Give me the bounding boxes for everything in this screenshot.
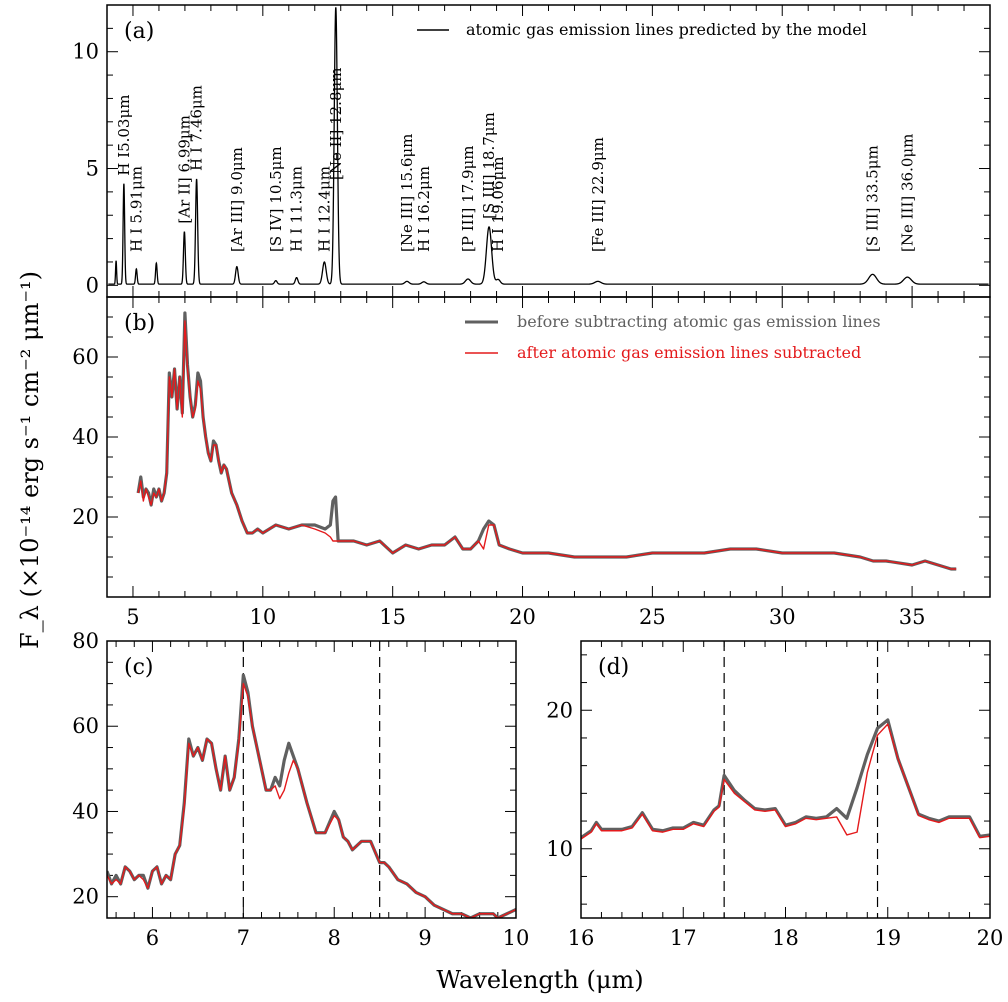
panel-c: 20 40 60 80 6 7 8 9 10 (c)	[72, 629, 529, 950]
line-id-label: H I 5.91μm	[127, 166, 145, 252]
x-tick-label: 16	[568, 926, 595, 950]
line-id-label: [P III] 17.9μm	[459, 146, 477, 252]
y-tick-label: 5	[86, 157, 99, 181]
line-id-label: [S III] 18.7μm	[480, 112, 498, 219]
panel-label: (d)	[598, 655, 629, 680]
plot-area	[581, 718, 990, 840]
series-line-after	[581, 723, 990, 840]
y-tick-label: 0	[86, 273, 99, 297]
x-tick-label: 35	[899, 605, 926, 629]
line-id-label: [Ar III] 9.0μm	[228, 147, 246, 252]
plot-area	[108, 7, 989, 285]
line-id-label: H I 11.3μm	[288, 166, 306, 252]
legend-label: before subtracting atomic gas emission l…	[517, 312, 881, 331]
line-id-label: [Fe III] 22.9μm	[589, 137, 607, 252]
panel-b: 20 40 60 5 10 15 20 25 30 35 (b) before subtracting…	[72, 296, 991, 629]
x-tick-label: 6	[146, 926, 159, 950]
y-tick-label: 20	[72, 885, 99, 909]
y-tick-label: 80	[72, 629, 99, 653]
line-id-label: H I 16.2μm	[415, 166, 433, 252]
plot-area	[136, 311, 957, 571]
panel-label: (b)	[124, 311, 155, 336]
y-tick-label: 20	[546, 698, 573, 722]
ticks	[107, 640, 517, 919]
y-tick-label: 40	[72, 425, 99, 449]
x-tick-label: 30	[769, 605, 796, 629]
ticks	[106, 4, 991, 297]
x-tick-label: 10	[503, 926, 530, 950]
x-axis-label: Wavelength (μm)	[436, 966, 643, 994]
x-tick-label: 17	[670, 926, 697, 950]
axes-frame	[580, 640, 991, 919]
line-id-label: H I5.03μm	[115, 95, 133, 176]
line-id-label: H I 19.06μm	[489, 157, 507, 252]
line-id-label: [Ne III] 15.6μm	[398, 134, 416, 252]
axes-frame	[106, 296, 991, 598]
y-tick-label: 10	[546, 837, 573, 861]
panel-label: (a)	[124, 19, 154, 44]
x-tick-label: 5	[126, 605, 139, 629]
series-line-model	[108, 7, 989, 285]
line-id-label: H I 12.4μm	[315, 166, 333, 252]
x-tick-label: 7	[237, 926, 250, 950]
line-id-label: [S IV] 10.5μm	[267, 146, 285, 252]
series-line-before	[107, 673, 516, 918]
line-id-label: [S III] 33.5μm	[864, 145, 882, 252]
plot-area	[107, 673, 516, 918]
series-line-after	[107, 682, 516, 918]
line-id-label: [Ne III] 36.0μm	[898, 134, 916, 252]
x-tick-label: 8	[328, 926, 341, 950]
x-tick-label: 20	[509, 605, 536, 629]
y-tick-label: 60	[72, 714, 99, 738]
x-tick-label: 15	[379, 605, 406, 629]
y-tick-label: 10	[72, 40, 99, 64]
legend-label: atomic gas emission lines predicted by t…	[466, 20, 867, 39]
legend-label: after atomic gas emission lines subtract…	[517, 343, 861, 362]
x-tick-label: 19	[874, 926, 901, 950]
series-line-after	[137, 320, 957, 570]
ticks	[580, 641, 991, 918]
line-id-label: H I 7.46μm	[188, 85, 206, 171]
y-tick-label: 20	[72, 505, 99, 529]
y-tick-label: 60	[72, 345, 99, 369]
line-id-label: [Ar II] 6.99μm	[175, 115, 193, 223]
panel-label: (c)	[124, 655, 154, 680]
x-tick-label: 10	[249, 605, 276, 629]
y-axis-label: F_λ (×10⁻¹⁴ erg s⁻¹ cm⁻² μm⁻¹)	[16, 271, 44, 649]
ticks	[106, 296, 991, 598]
x-tick-label: 9	[418, 926, 431, 950]
y-tick-label: 40	[72, 799, 99, 823]
line-id-label: [Ne II] 12.8μm	[327, 68, 345, 180]
axes-frame	[106, 640, 517, 919]
panel-d: 10 20 16 17 18 19 20 (d)	[546, 640, 1004, 950]
x-tick-label: 25	[639, 605, 666, 629]
x-tick-label: 20	[977, 926, 1004, 950]
x-tick-label: 18	[772, 926, 799, 950]
